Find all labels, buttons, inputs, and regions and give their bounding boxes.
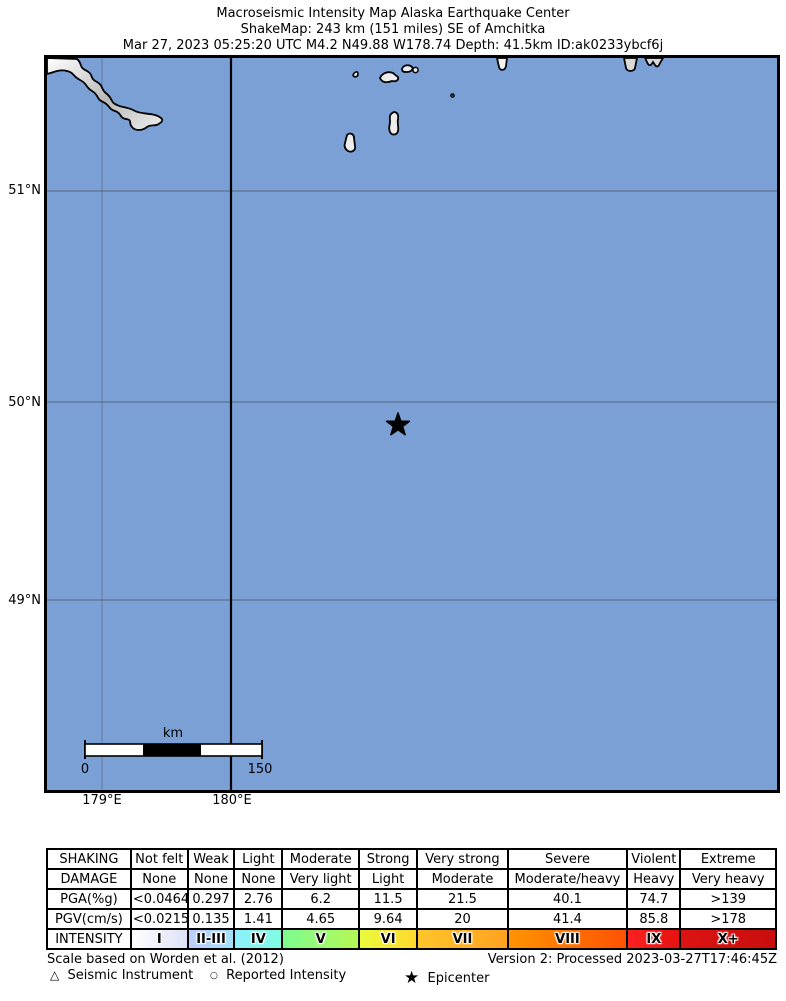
pga-cell: 2.76 [233,888,284,910]
intensity-cell-x: X+ [679,928,777,950]
lon-tick-180e: 180°E [212,793,252,808]
page-subtitle: ShakeMap: 243 km (151 miles) SE of Amchi… [240,22,546,37]
island-small-4 [412,66,419,74]
shaking-cell: Not felt [129,848,189,870]
table-row-pgv: PGV(cm/s) <0.0215 0.135 1.41 4.65 9.64 2… [46,908,777,930]
intensity-cell-vi: VI [357,928,419,950]
damage-cell: Heavy [626,868,682,890]
pgv-cell: 9.64 [357,908,419,930]
pga-cell: 74.7 [626,888,682,910]
damage-cell: None [129,868,189,890]
intensity-cell-v: V [281,928,360,950]
scalebar-end-label: 150 [248,762,273,777]
pgv-cell: 20 [416,908,509,930]
island-small-5 [388,111,400,136]
damage-cell: Very heavy [679,868,777,890]
shaking-cell: Strong [357,848,419,870]
row-label-pgv: PGV(cm/s) [46,908,132,930]
page-title: Macroseismic Intensity Map Alaska Earthq… [216,6,570,21]
pgv-cell: 0.135 [186,908,236,930]
pgv-cell: 1.41 [233,908,284,930]
legend-label: Reported Intensity [226,968,347,983]
intensity-cell-i: I [129,928,189,950]
island-top-3 [643,58,665,68]
shaking-cell: Extreme [679,848,777,870]
pga-cell: 21.5 [416,888,509,910]
damage-cell: Light [357,868,419,890]
pga-cell: 0.297 [186,888,236,910]
circle-icon: ○ [210,971,218,981]
legend-label: Seismic Instrument [67,968,194,983]
map-svg: km 0 150 [47,58,777,790]
island-amchitka [47,58,164,131]
footnote-row: Scale based on Worden et al. (2012) Vers… [47,952,777,967]
ocean [47,58,777,790]
table-row-intensity: INTENSITY I II-III IV V VI VII VIII IX X… [46,928,777,950]
pga-cell: <0.0464 [129,888,189,910]
damage-cell: Moderate/heavy [506,868,629,890]
version-processed-note: Version 2: Processed 2023-03-27T17:46:45… [487,952,777,967]
table-row-damage: DAMAGE None None None Very light Light M… [46,868,777,890]
symbol-legend: △ Seismic Instrument ○ Reported Intensit… [47,968,777,988]
pga-cell: 40.1 [506,888,629,910]
intensity-cell-viii: VIII [506,928,629,950]
legend-seismic-instrument: △ Seismic Instrument [50,968,193,983]
table-row-pga: PGA(%g) <0.0464 0.297 2.76 6.2 11.5 21.5… [46,888,777,910]
island-small-2 [379,71,400,84]
event-info-line: Mar 27, 2023 05:25:20 UTC M4.2 N49.88 W1… [122,38,664,53]
shaking-cell: Light [233,848,284,870]
legend-label: Epicenter [427,971,490,986]
scalebar-middle-segment [143,744,201,756]
island-dot [450,93,455,98]
table-row-shaking: SHAKING Not felt Weak Light Moderate Str… [46,848,777,870]
intensity-cell-ix: IX [626,928,682,950]
shaking-cell: Weak [186,848,236,870]
shaking-cell: Moderate [281,848,360,870]
legend-reported-intensity: ○ Reported Intensity [210,968,346,983]
pga-cell: 6.2 [281,888,360,910]
damage-cell: None [186,868,236,890]
pgv-cell: <0.0215 [129,908,189,930]
row-label-pga: PGA(%g) [46,888,132,910]
scalebar-unit-label: km [163,726,183,741]
star-icon: ★ [404,968,420,988]
lat-tick-49n: 49°N [8,593,41,608]
scalebar: km 0 150 [81,726,273,777]
pgv-cell: 4.65 [281,908,360,930]
lat-tick-50n: 50°N [8,395,41,410]
damage-cell: Very light [281,868,360,890]
row-label-damage: DAMAGE [46,868,132,890]
lon-tick-179e: 179°E [82,793,122,808]
damage-cell: None [233,868,284,890]
pga-cell: >139 [679,888,777,910]
island-top-2 [623,58,638,72]
lat-tick-51n: 51°N [8,183,41,198]
shaking-cell: Very strong [416,848,509,870]
island-small-6 [343,132,357,153]
triangle-icon: △ [50,968,60,982]
header: Macroseismic Intensity Map Alaska Earthq… [0,6,786,54]
scale-reference-note: Scale based on Worden et al. (2012) [47,952,284,967]
pgv-cell: >178 [679,908,777,930]
intensity-cell-vii: VII [416,928,509,950]
island-small-1 [352,71,359,78]
island-top-1 [496,58,508,71]
epicenter-star[interactable] [385,412,411,436]
shaking-cell: Severe [506,848,629,870]
pga-cell: 11.5 [357,888,419,910]
map-canvas[interactable]: km 0 150 [44,55,780,793]
pgv-cell: 41.4 [506,908,629,930]
island-small-3 [401,64,414,73]
intensity-cell-iv: IV [233,928,284,950]
intensity-cell-ii-iii: II-III [186,928,236,950]
intensity-table: SHAKING Not felt Weak Light Moderate Str… [46,848,777,950]
damage-cell: Moderate [416,868,509,890]
legend-epicenter: ★ Epicenter [404,968,489,988]
row-label-intensity: INTENSITY [46,928,132,950]
pgv-cell: 85.8 [626,908,682,930]
shaking-cell: Violent [626,848,682,870]
row-label-shaking: SHAKING [46,848,132,870]
scalebar-start-label: 0 [81,762,89,777]
